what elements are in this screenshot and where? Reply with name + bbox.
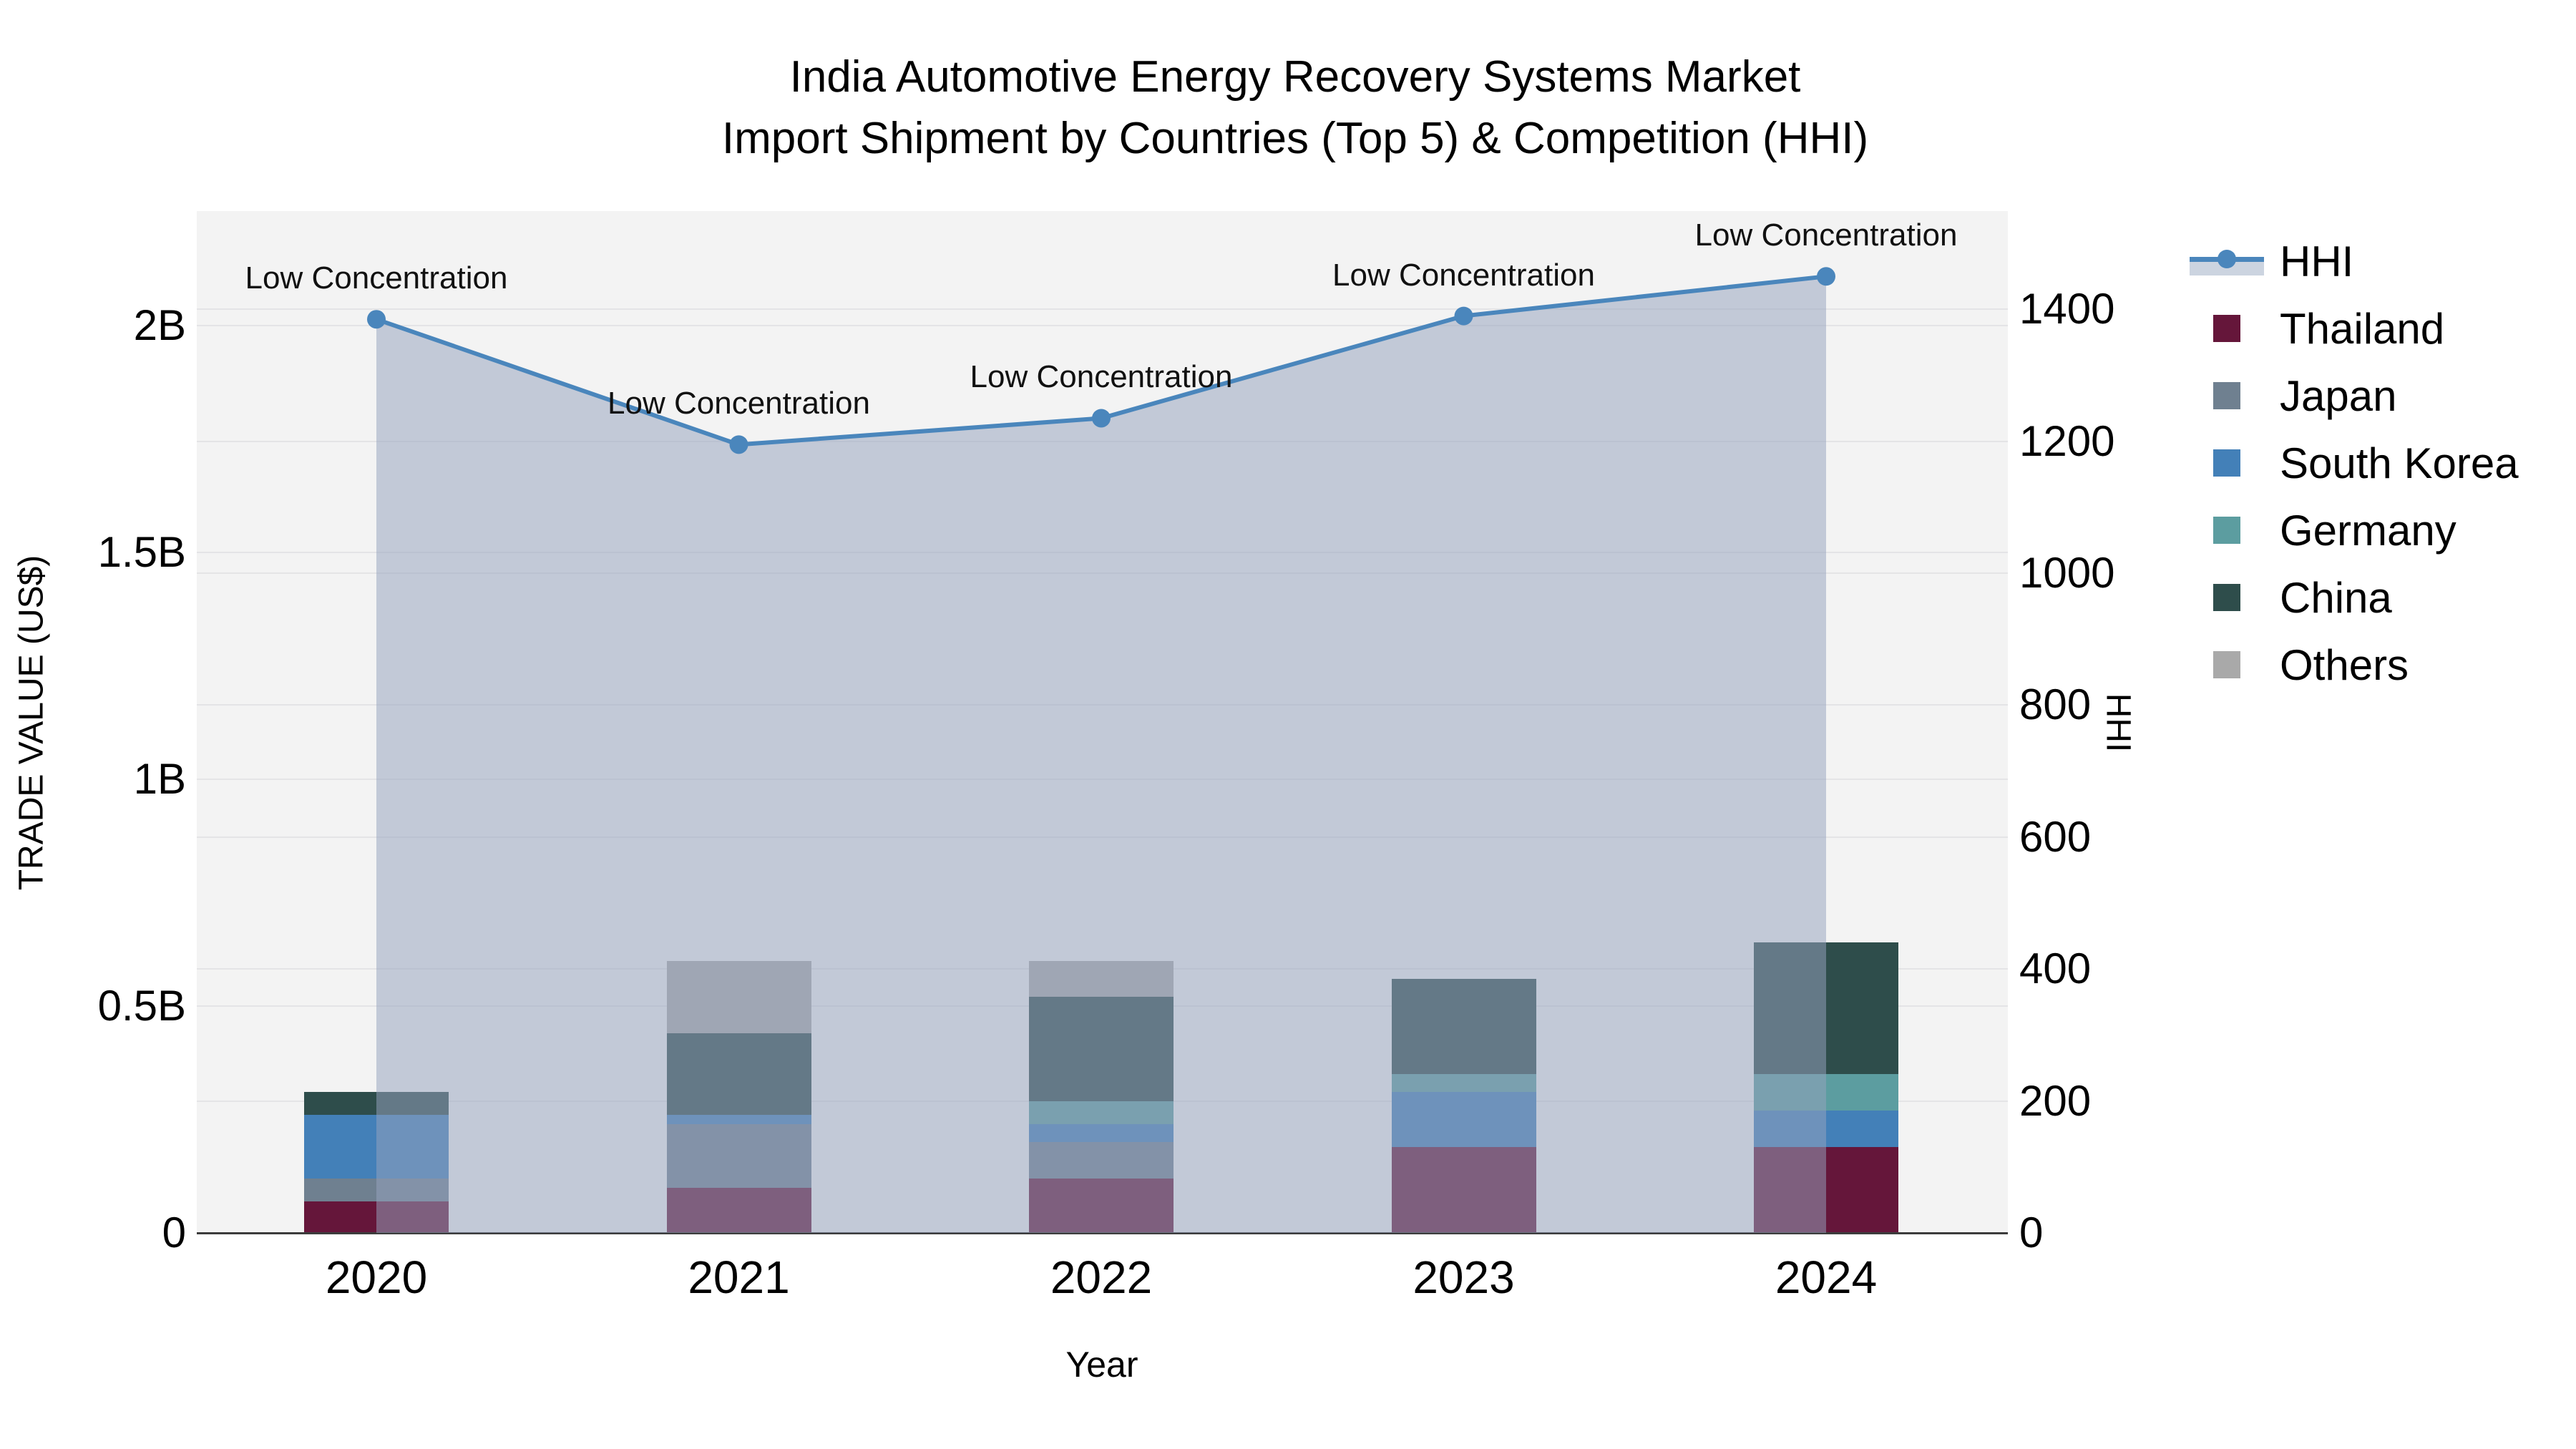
chart-title-line-2: Import Shipment by Countries (Top 5) & C…: [721, 114, 1869, 163]
y-left-tick-0: 0: [162, 1209, 186, 1257]
legend-swatch-icon: [2190, 362, 2264, 429]
hhi-marker-2021[interactable]: [729, 435, 748, 454]
legend-label: HHI: [2280, 237, 2354, 286]
hhi-marker-2020[interactable]: [367, 310, 386, 329]
legend-swatch-icon: [2190, 564, 2264, 631]
x-tick-2024: 2024: [1775, 1252, 1878, 1303]
hhi-area-fill: [376, 276, 1826, 1233]
legend-hhi-line-icon: [2190, 228, 2264, 295]
annotation-2022: Low Concentration: [970, 359, 1233, 395]
legend-label: Japan: [2280, 371, 2397, 420]
legend-color-swatch: [2213, 315, 2240, 342]
y-right-tick-200: 200: [2019, 1076, 2092, 1125]
legend-item-thailand[interactable]: Thailand: [2190, 295, 2444, 362]
annotation-2023: Low Concentration: [1332, 257, 1595, 293]
x-tick-2021: 2021: [688, 1252, 790, 1303]
legend-swatch-icon: [2190, 497, 2264, 564]
hhi-marker-2023[interactable]: [1454, 306, 1473, 326]
legend-swatch-icon: [2190, 631, 2264, 698]
legend-color-swatch: [2213, 584, 2240, 611]
plot-area: Low Concentration Low Concentration Low Co…: [197, 211, 2008, 1233]
legend-item-south-korea[interactable]: South Korea: [2190, 429, 2519, 497]
legend-color-swatch: [2213, 517, 2240, 544]
hhi-area-line-layer: [367, 267, 1835, 1233]
y-right-tick-600: 600: [2019, 812, 2092, 861]
gridline-right-1400: [197, 308, 2008, 311]
y-left-tick-1B: 1B: [133, 754, 186, 803]
legend-color-swatch: [2213, 651, 2240, 678]
x-tick-2020: 2020: [325, 1252, 428, 1303]
y-axis-right-title: HHI: [2099, 693, 2137, 753]
x-axis-line: [197, 1232, 2008, 1234]
legend-color-swatch: [2213, 382, 2240, 409]
legend-label: Others: [2280, 640, 2409, 689]
x-axis-title: Year: [1065, 1345, 1138, 1385]
legend-item-others[interactable]: Others: [2190, 631, 2409, 698]
legend-swatch-icon: [2190, 295, 2264, 362]
y-right-tick-0: 0: [2019, 1209, 2044, 1257]
y-left-tick-0.5B: 0.5B: [97, 981, 186, 1030]
hhi-marker-2024[interactable]: [1817, 267, 1835, 286]
y-right-tick-800: 800: [2019, 680, 2092, 729]
annotation-2021: Low Concentration: [608, 386, 870, 421]
legend-swatch-icon: [2190, 429, 2264, 497]
legend-label: China: [2280, 573, 2392, 622]
legend-hhi-fill-band: [2190, 261, 2264, 275]
y-right-tick-400: 400: [2019, 945, 2092, 993]
y-axis-left-title: TRADE VALUE (US$): [12, 555, 51, 891]
y-left-tick-2B: 2B: [133, 301, 186, 349]
hhi-marker-2022[interactable]: [1092, 409, 1111, 428]
x-tick-2023: 2023: [1413, 1252, 1515, 1303]
annotation-2020: Low Concentration: [245, 260, 508, 296]
legend-label: South Korea: [2280, 439, 2519, 487]
y-left-tick-1.5B: 1.5B: [97, 527, 186, 576]
legend-label: Thailand: [2280, 304, 2445, 353]
legend-label: Germany: [2280, 506, 2457, 555]
legend-color-swatch: [2213, 449, 2240, 477]
y-right-tick-1400: 1400: [2019, 285, 2115, 333]
gridline-left-2: [197, 324, 2008, 326]
legend-item-hhi[interactable]: HHI: [2190, 228, 2353, 295]
legend-hhi-marker-dot: [2218, 250, 2236, 268]
legend-item-germany[interactable]: Germany: [2190, 497, 2457, 564]
y-right-tick-1000: 1000: [2019, 549, 2115, 597]
annotation-2024: Low Concentration: [1694, 218, 1958, 253]
x-tick-2022: 2022: [1050, 1252, 1153, 1303]
chart-title-line-1: India Automotive Energy Recovery Systems…: [789, 52, 1801, 102]
legend-item-china[interactable]: China: [2190, 564, 2392, 631]
y-right-tick-1200: 1200: [2019, 416, 2115, 465]
legend-item-japan[interactable]: Japan: [2190, 362, 2396, 429]
